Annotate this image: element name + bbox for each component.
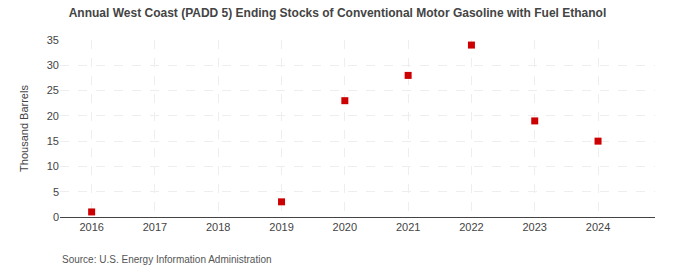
svg-text:10: 10 — [47, 160, 59, 172]
svg-text:5: 5 — [53, 186, 59, 198]
svg-text:2019: 2019 — [269, 221, 293, 233]
svg-text:15: 15 — [47, 135, 59, 147]
svg-text:2020: 2020 — [333, 221, 357, 233]
svg-text:20: 20 — [47, 110, 59, 122]
svg-text:35: 35 — [47, 34, 59, 46]
svg-text:2024: 2024 — [586, 221, 610, 233]
svg-text:2016: 2016 — [79, 221, 103, 233]
svg-text:0: 0 — [53, 211, 59, 223]
svg-text:2022: 2022 — [459, 221, 483, 233]
svg-text:2017: 2017 — [143, 221, 167, 233]
svg-text:2023: 2023 — [522, 221, 546, 233]
svg-text:Annual West Coast (PADD 5) End: Annual West Coast (PADD 5) Ending Stocks… — [69, 6, 607, 20]
svg-text:Source: U.S. Energy Informatio: Source: U.S. Energy Information Administ… — [62, 254, 272, 265]
svg-text:2018: 2018 — [206, 221, 230, 233]
svg-text:Thousand Barrels: Thousand Barrels — [18, 85, 30, 172]
svg-text:2021: 2021 — [396, 221, 420, 233]
svg-text:25: 25 — [47, 84, 59, 96]
svg-text:30: 30 — [47, 59, 59, 71]
